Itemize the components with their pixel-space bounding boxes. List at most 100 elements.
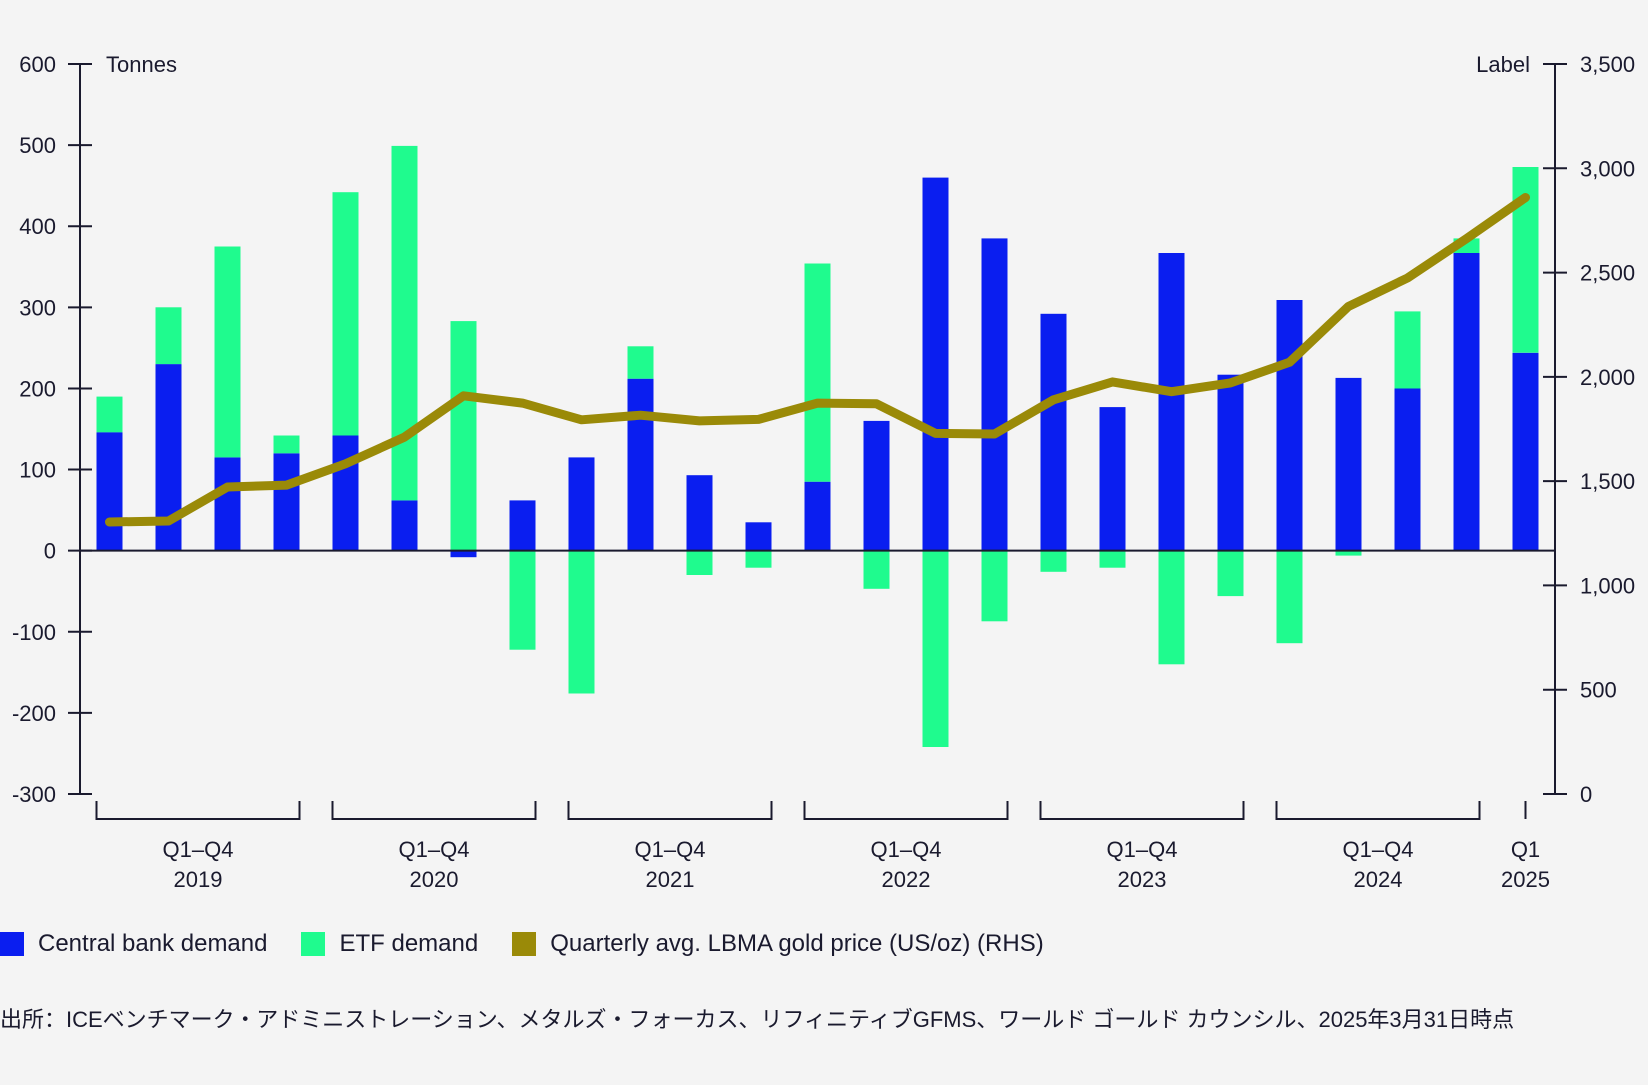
bar-etf-16 xyxy=(1040,550,1067,572)
bar-etf-17 xyxy=(1099,550,1126,568)
group-bracket-2 xyxy=(567,801,773,820)
group-label-line1-4: Q1–Q4 xyxy=(1107,837,1178,862)
left-tick-label-0: -300 xyxy=(12,782,56,807)
bar-central-bank-14 xyxy=(922,177,949,551)
bar-etf-20 xyxy=(1276,550,1303,644)
right-tick-label-3: 1,500 xyxy=(1580,469,1635,494)
group-bracket-0 xyxy=(95,801,301,820)
legend-swatch-central-bank xyxy=(0,932,24,956)
group-label-line2-4: 2023 xyxy=(1118,867,1167,892)
bar-central-bank-9 xyxy=(627,378,654,551)
bar-etf-7 xyxy=(509,550,536,650)
bar-central-bank-3 xyxy=(273,453,300,551)
bar-central-bank-12 xyxy=(804,481,831,551)
left-tick-label-4: 100 xyxy=(19,458,56,483)
group-label-line2-1: 2020 xyxy=(410,867,459,892)
left-tick-label-7: 400 xyxy=(19,214,56,239)
right-axis-label: Label xyxy=(1476,52,1530,77)
bar-central-bank-23 xyxy=(1453,253,1480,551)
group-label-line1-5: Q1–Q4 xyxy=(1343,837,1414,862)
group-label-line1-2: Q1–Q4 xyxy=(635,837,706,862)
legend-item-gold-price: Quarterly avg. LBMA gold price (US/oz) (… xyxy=(512,930,1044,958)
bar-central-bank-10 xyxy=(686,475,713,551)
right-tick-label-1: 500 xyxy=(1580,678,1617,703)
group-label-line2-0: 2019 xyxy=(174,867,223,892)
bar-etf-6 xyxy=(450,321,477,551)
bar-central-bank-8 xyxy=(568,457,595,551)
bar-central-bank-7 xyxy=(509,500,536,551)
left-tick-label-9: 600 xyxy=(19,52,56,77)
bar-etf-8 xyxy=(568,550,595,694)
bar-central-bank-22 xyxy=(1394,388,1421,551)
left-axis-label: Tonnes xyxy=(106,52,177,77)
legend-swatch-gold-price xyxy=(512,932,537,956)
bar-etf-5 xyxy=(391,145,418,501)
axes-layer: -300 -200 -100 0 100 200 300 400 500 600 0 500 1,000… xyxy=(12,52,1635,807)
group-label-line2-2: 2021 xyxy=(646,867,695,892)
right-tick-label-5: 2,500 xyxy=(1580,261,1635,286)
group-label-line1-1: Q1–Q4 xyxy=(399,837,470,862)
legend-label-central-bank: Central bank demand xyxy=(38,930,268,957)
left-tick-label-6: 300 xyxy=(19,295,56,320)
gold-price-line xyxy=(105,193,1530,527)
bars-layer xyxy=(96,145,1539,747)
bar-etf-18 xyxy=(1158,550,1185,665)
legend: Central bank demand ETF demand Quarterly… xyxy=(0,930,1044,958)
bar-etf-3 xyxy=(273,435,300,454)
right-tick-label-6: 3,000 xyxy=(1580,156,1635,181)
right-tick-label-4: 2,000 xyxy=(1580,365,1635,390)
bar-etf-15 xyxy=(981,550,1008,622)
bar-central-bank-0 xyxy=(96,432,123,551)
bar-central-bank-6 xyxy=(450,550,477,558)
bar-central-bank-5 xyxy=(391,500,418,551)
x-axis-groups: Q1–Q4 2019 Q1–Q4 2020 Q1–Q4 2021 Q1–Q4 2022 Q1–Q… xyxy=(95,801,1550,892)
bar-central-bank-24 xyxy=(1512,352,1539,551)
legend-item-etf: ETF demand xyxy=(301,930,478,958)
legend-swatch-etf xyxy=(301,932,326,956)
bar-central-bank-15 xyxy=(981,238,1008,551)
bar-central-bank-20 xyxy=(1276,300,1303,551)
group-label-line2-5: 2024 xyxy=(1354,867,1403,892)
bar-central-bank-18 xyxy=(1158,253,1185,551)
bar-etf-22 xyxy=(1394,311,1421,389)
left-tick-label-3: 0 xyxy=(44,539,56,564)
bar-central-bank-17 xyxy=(1099,407,1126,551)
legend-label-gold-price: Quarterly avg. LBMA gold price (US/oz) (… xyxy=(550,930,1044,957)
left-tick-label-5: 200 xyxy=(19,376,56,401)
source-note: 出所：ICEベンチマーク・アドミニストレーション、メタルズ・フォーカス、リフィニ… xyxy=(0,1007,1515,1032)
price-line-layer xyxy=(105,193,1530,527)
bar-central-bank-16 xyxy=(1040,313,1067,551)
bar-etf-0 xyxy=(96,396,123,433)
group-label-line1-0: Q1–Q4 xyxy=(163,837,234,862)
right-tick-label-7: 3,500 xyxy=(1580,52,1635,77)
group-label-line2-6: 2025 xyxy=(1501,867,1550,892)
bar-etf-1 xyxy=(155,307,182,365)
bar-etf-9 xyxy=(627,346,654,379)
bar-etf-10 xyxy=(686,550,713,575)
group-label-line1-3: Q1–Q4 xyxy=(871,837,942,862)
bar-etf-13 xyxy=(863,550,890,589)
group-bracket-5 xyxy=(1275,801,1481,820)
bar-central-bank-2 xyxy=(214,457,241,551)
right-tick-label-0: 0 xyxy=(1580,782,1592,807)
group-label-line2-3: 2022 xyxy=(882,867,931,892)
legend-item-central-bank: Central bank demand xyxy=(0,930,267,958)
group-bracket-3 xyxy=(803,801,1009,820)
group-bracket-1 xyxy=(331,801,537,820)
bar-central-bank-13 xyxy=(863,420,890,551)
right-tick-label-2: 1,000 xyxy=(1580,573,1635,598)
bar-central-bank-19 xyxy=(1217,374,1244,551)
group-label-line1-6: Q1 xyxy=(1511,837,1540,862)
bar-etf-19 xyxy=(1217,550,1244,597)
bar-etf-14 xyxy=(922,550,949,747)
bar-central-bank-11 xyxy=(745,522,772,551)
legend-label-etf: ETF demand xyxy=(339,930,479,957)
bar-etf-21 xyxy=(1335,550,1362,556)
bar-etf-11 xyxy=(745,550,772,568)
group-bracket-4 xyxy=(1039,801,1245,820)
bar-etf-12 xyxy=(804,263,831,482)
left-tick-label-1: -200 xyxy=(12,701,56,726)
left-tick-label-2: -100 xyxy=(12,620,56,645)
